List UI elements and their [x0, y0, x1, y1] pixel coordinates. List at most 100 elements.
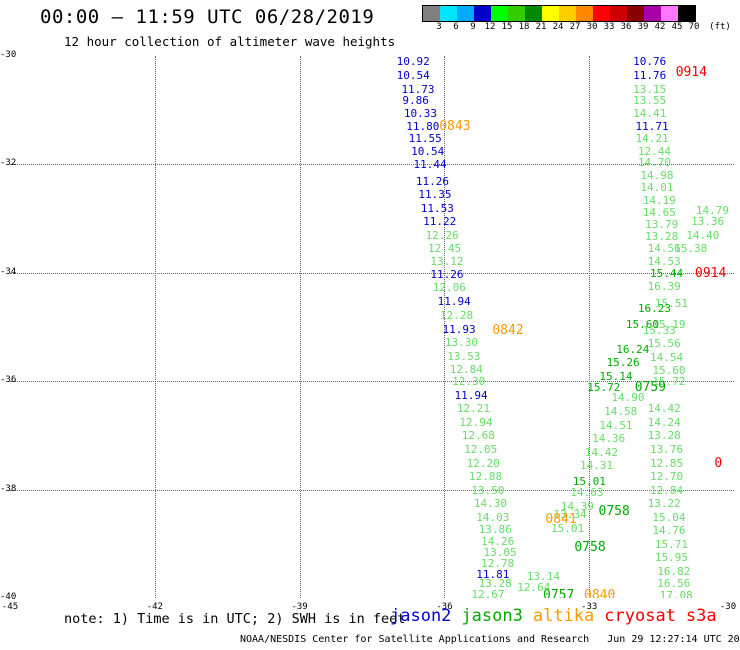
wave-height-obs: 11.80: [406, 120, 440, 134]
wave-height-obs: 12.88: [469, 470, 503, 484]
legend-unit: (ft): [709, 22, 731, 32]
wave-height-obs: 14.42: [647, 402, 681, 416]
lat-tick-label: -32: [0, 158, 17, 169]
wave-height-obs: 14.26: [481, 535, 515, 549]
wave-height-obs: 10.92: [396, 56, 430, 69]
wave-height-obs: 14.19: [642, 193, 676, 207]
grid-line-lon: [589, 56, 591, 598]
grid-line-lat: [10, 164, 734, 166]
legend-label: 70: [688, 22, 700, 32]
wave-height-obs: 14.76: [652, 524, 686, 538]
wave-height-obs: 13.14: [526, 570, 561, 584]
satellite-legend-jason2: jason2: [390, 606, 452, 626]
wave-height-obs: 11.93: [442, 322, 476, 336]
note-text: note: 1) Time is in UTC; 2) SWH is in fe…: [64, 611, 406, 627]
pass-time-label: 0: [714, 455, 723, 471]
wave-height-obs: 17.08: [659, 589, 693, 598]
legend-swatch: [661, 6, 678, 21]
legend-label: 15: [501, 22, 513, 32]
wave-height-obs: 15.72: [652, 375, 686, 389]
wave-height-obs: 11.81: [476, 567, 510, 581]
wave-height-obs: 9.86: [402, 94, 429, 108]
wave-height-obs: 13.86: [478, 522, 512, 536]
wave-height-obs: 11.44: [413, 158, 447, 172]
satellite-legend-s3a: s3a: [685, 606, 717, 626]
pass-time-label: 0914: [695, 265, 727, 281]
wave-height-obs: 15.14: [599, 369, 633, 383]
wave-height-obs: 14.31: [580, 459, 614, 473]
grid-line-lon: [444, 56, 446, 598]
wave-height-obs: 13.12: [430, 254, 464, 268]
wave-height-obs: 14.30: [473, 497, 507, 511]
wave-height-obs: 13.79: [645, 218, 679, 232]
wave-height-obs: 14.39: [560, 499, 594, 513]
lon-tick-label: -36: [436, 602, 453, 612]
wave-height-obs: 12.21: [456, 402, 491, 416]
wave-height-obs: 15.38: [674, 242, 708, 256]
legend-label: 45: [671, 22, 683, 32]
wave-height-obs: 12.28: [440, 308, 474, 322]
wave-height-obs: 12.67: [471, 587, 505, 598]
wave-height-obs: 15.33: [642, 323, 676, 337]
pass-time-label: 0840: [584, 588, 616, 598]
wave-height-obs: 12.84: [449, 363, 483, 377]
legend-label: 3: [436, 22, 442, 32]
wave-height-obs: 14.51: [599, 418, 633, 432]
grid-line-lon: [299, 56, 301, 598]
page-subtitle: 12 hour collection of altimeter wave hei…: [64, 34, 396, 49]
legend-label: 33: [603, 22, 615, 32]
wave-height-obs: 11.55: [408, 132, 442, 146]
legend-swatch: [525, 6, 542, 21]
wave-height-obs: 15.95: [654, 551, 688, 565]
legend-swatch: [576, 6, 593, 21]
pass-time-label: 0843: [439, 119, 471, 135]
wave-height-obs: 15.04: [652, 510, 686, 524]
wave-height-obs: 13.55: [633, 94, 667, 108]
wave-height-obs: 12.94: [459, 415, 493, 429]
wave-height-obs: 15.01: [551, 521, 585, 535]
wave-height-map: 10.92 10.54 11.73 9.86 10.33 11.80 11.55 10.54 1…: [10, 56, 734, 598]
lat-tick-label: -38: [0, 483, 17, 494]
wave-height-obs: 14.21: [635, 132, 669, 146]
wave-height-obs: 14.42: [584, 445, 618, 459]
wave-height-obs: 12.26: [425, 228, 459, 242]
wave-height-obs: 12.45: [427, 242, 462, 256]
wave-height-obs: 11.73: [401, 82, 435, 96]
wave-height-obs: 14.70: [637, 155, 672, 169]
legend-label: 36: [620, 22, 632, 32]
wave-height-obs: 15.60: [625, 318, 659, 332]
lon-tick-label: -30: [719, 602, 737, 612]
wave-height-obs: 11.94: [454, 388, 488, 402]
wave-height-obs: 13.36: [691, 215, 725, 229]
wave-height-obs: 14.54: [650, 350, 684, 364]
legend-label: 24: [552, 22, 564, 32]
wave-height-obs: 10.54: [411, 144, 445, 158]
satellite-legend-cryosat: cryosat: [604, 606, 676, 626]
wave-height-obs: 12.68: [461, 429, 495, 443]
wave-height-obs: 12.64: [517, 581, 551, 595]
grid-line-lat: [10, 272, 734, 274]
wave-height-obs: 10.54: [396, 68, 430, 82]
wave-height-obs: 13.34: [553, 507, 587, 521]
legend-swatch: [678, 6, 695, 21]
wave-height-obs: 16.24: [616, 342, 650, 356]
wave-height-obs: 14.03: [476, 510, 510, 524]
lon-tick-label: -39: [291, 602, 308, 612]
legend-swatch: [491, 6, 508, 21]
wave-height-obs: 15.19: [652, 318, 686, 332]
wave-height-obs: 15.44: [650, 266, 684, 280]
wave-height-obs: 12.70: [650, 470, 684, 484]
wave-height-obs: 15.60: [652, 364, 686, 378]
wave-height-obs: 11.22: [423, 215, 457, 229]
lon-tick-label: -45: [1, 602, 19, 612]
grid-line-lat: [10, 381, 734, 383]
wave-height-obs: 13.76: [650, 442, 684, 456]
legend-swatch: [559, 6, 576, 21]
wave-height-obs: 12.06: [432, 281, 466, 295]
footer-credit: NOAA/NESDIS Center for Satellite Applica…: [240, 634, 740, 645]
legend-swatch: [508, 6, 525, 21]
legend-swatch: [593, 6, 610, 21]
wave-height-obs: 11.35: [418, 188, 452, 202]
legend-swatch: [627, 6, 644, 21]
satellite-legend-jason3: jason3: [461, 606, 523, 626]
